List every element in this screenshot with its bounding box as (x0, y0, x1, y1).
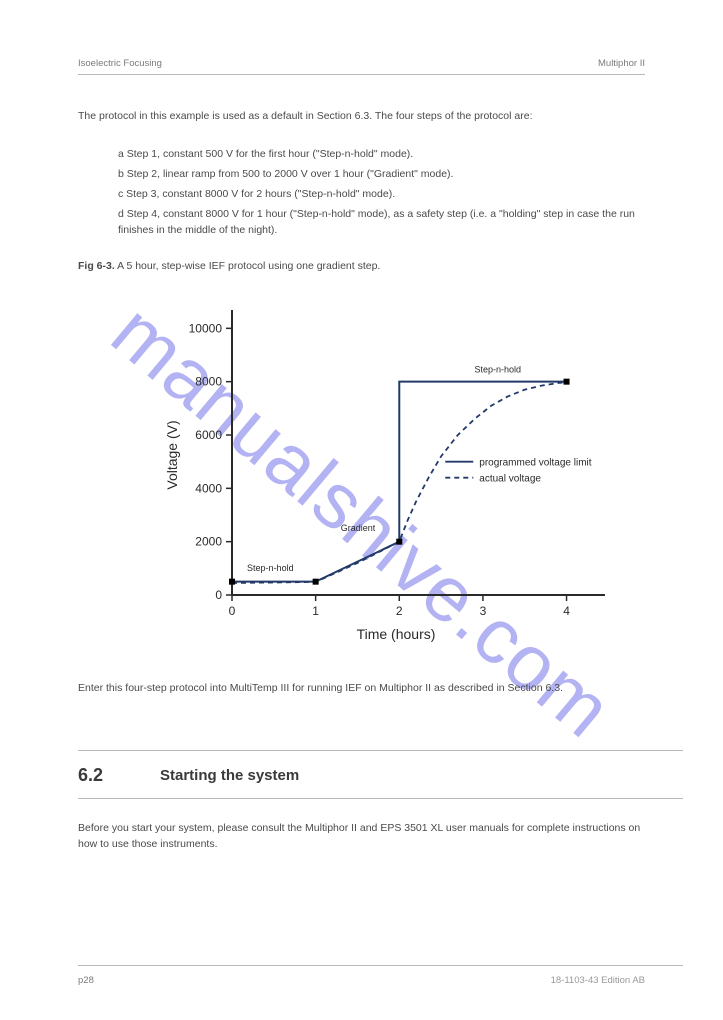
svg-text:actual voltage: actual voltage (479, 474, 541, 485)
svg-text:4000: 4000 (195, 481, 222, 495)
page-footer: p28 18-1103-43 Edition AB (78, 975, 645, 986)
svg-text:2000: 2000 (195, 535, 222, 549)
figure-caption-text: A 5 hour, step-wise IEF protocol using o… (117, 260, 380, 272)
svg-text:3: 3 (480, 604, 487, 618)
svg-text:6000: 6000 (195, 428, 222, 442)
step-a: a Step 1, constant 500 V for the first h… (118, 146, 645, 162)
footer-rule (78, 965, 683, 966)
section-rule-bottom (78, 798, 683, 799)
page-header: Isoelectric Focusing Multiphor II (78, 58, 645, 69)
footer-left: p28 (78, 975, 94, 986)
footer-right: 18-1103-43 Edition AB (551, 975, 645, 986)
header-left: Isoelectric Focusing (78, 58, 162, 69)
svg-text:2: 2 (396, 604, 403, 618)
header-rule (78, 74, 645, 75)
voltage-chart: 0 2000 4000 6000 8000 10000 0 1 2 3 4 Time (hours) V… (150, 285, 640, 655)
section-body: Before you start your system, please con… (78, 820, 645, 853)
header-right: Multiphor II (598, 58, 645, 69)
section-number: 6.2 (78, 765, 103, 786)
intro-text: The protocol in this example is used as … (78, 108, 645, 124)
svg-text:programmed voltage limit: programmed voltage limit (479, 458, 591, 469)
svg-text:8000: 8000 (195, 375, 222, 389)
svg-text:Step-n-hold: Step-n-hold (475, 364, 522, 374)
svg-text:0: 0 (215, 588, 222, 602)
step-d: d Step 4, constant 8000 V for 1 hour ("S… (118, 206, 645, 239)
svg-text:1: 1 (312, 604, 319, 618)
svg-text:10000: 10000 (189, 321, 223, 335)
section-title: Starting the system (160, 767, 299, 784)
svg-text:Time (hours): Time (hours) (357, 626, 436, 642)
svg-text:Voltage (V): Voltage (V) (164, 420, 180, 489)
outro-text: Enter this four-step protocol into Multi… (78, 680, 645, 696)
section-rule-top (78, 750, 683, 751)
svg-text:0: 0 (229, 604, 236, 618)
step-c: c Step 3, constant 8000 V for 2 hours ("… (118, 186, 645, 202)
svg-text:4: 4 (563, 604, 570, 618)
svg-text:Step-n-hold: Step-n-hold (247, 563, 294, 573)
step-b: b Step 2, linear ramp from 500 to 2000 V… (118, 166, 645, 182)
figure-caption: Fig 6-3. A 5 hour, step-wise IEF protoco… (78, 260, 645, 272)
figure-label: Fig 6-3. (78, 260, 115, 272)
svg-text:Gradient: Gradient (341, 523, 376, 533)
